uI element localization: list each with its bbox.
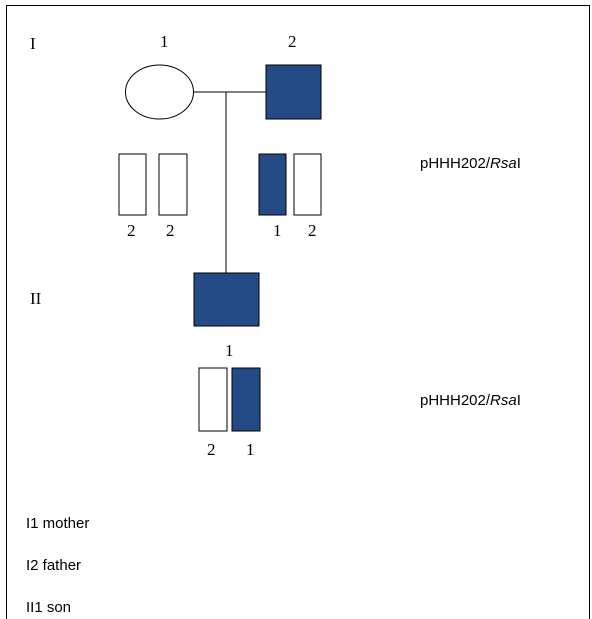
mother-allele-bar-2 (158, 153, 188, 216)
father-symbol (265, 64, 322, 120)
son-allele-2-label: 1 (246, 440, 255, 459)
son-number: 1 (225, 341, 234, 360)
son-symbol (193, 272, 260, 327)
generation-label-i: I (30, 34, 36, 53)
son-allele-bar-2 (231, 367, 261, 432)
generation-label-ii: II (30, 289, 42, 308)
diagram-frame (6, 5, 590, 619)
probe-label-gen1: pHHH202/RsaI (420, 155, 521, 172)
legend-father: I2 father (26, 557, 81, 574)
mother-allele-bar-1 (118, 153, 147, 216)
probe-label-gen2: pHHH202/RsaI (420, 392, 521, 409)
father-allele-bar-1 (258, 153, 287, 216)
mother-symbol (125, 64, 194, 120)
son-allele-bar-1 (198, 367, 228, 432)
father-number: 2 (288, 32, 297, 51)
father-allele-1-label: 1 (273, 221, 282, 240)
son-allele-1-label: 2 (207, 440, 216, 459)
mother-number: 1 (160, 32, 169, 51)
legend-mother: I1 mother (26, 515, 89, 532)
father-allele-2-label: 2 (308, 221, 317, 240)
legend-son: II1 son (26, 599, 71, 616)
father-allele-bar-2 (293, 153, 322, 216)
mother-allele-2-label: 2 (166, 221, 175, 240)
mother-allele-1-label: 2 (127, 221, 136, 240)
